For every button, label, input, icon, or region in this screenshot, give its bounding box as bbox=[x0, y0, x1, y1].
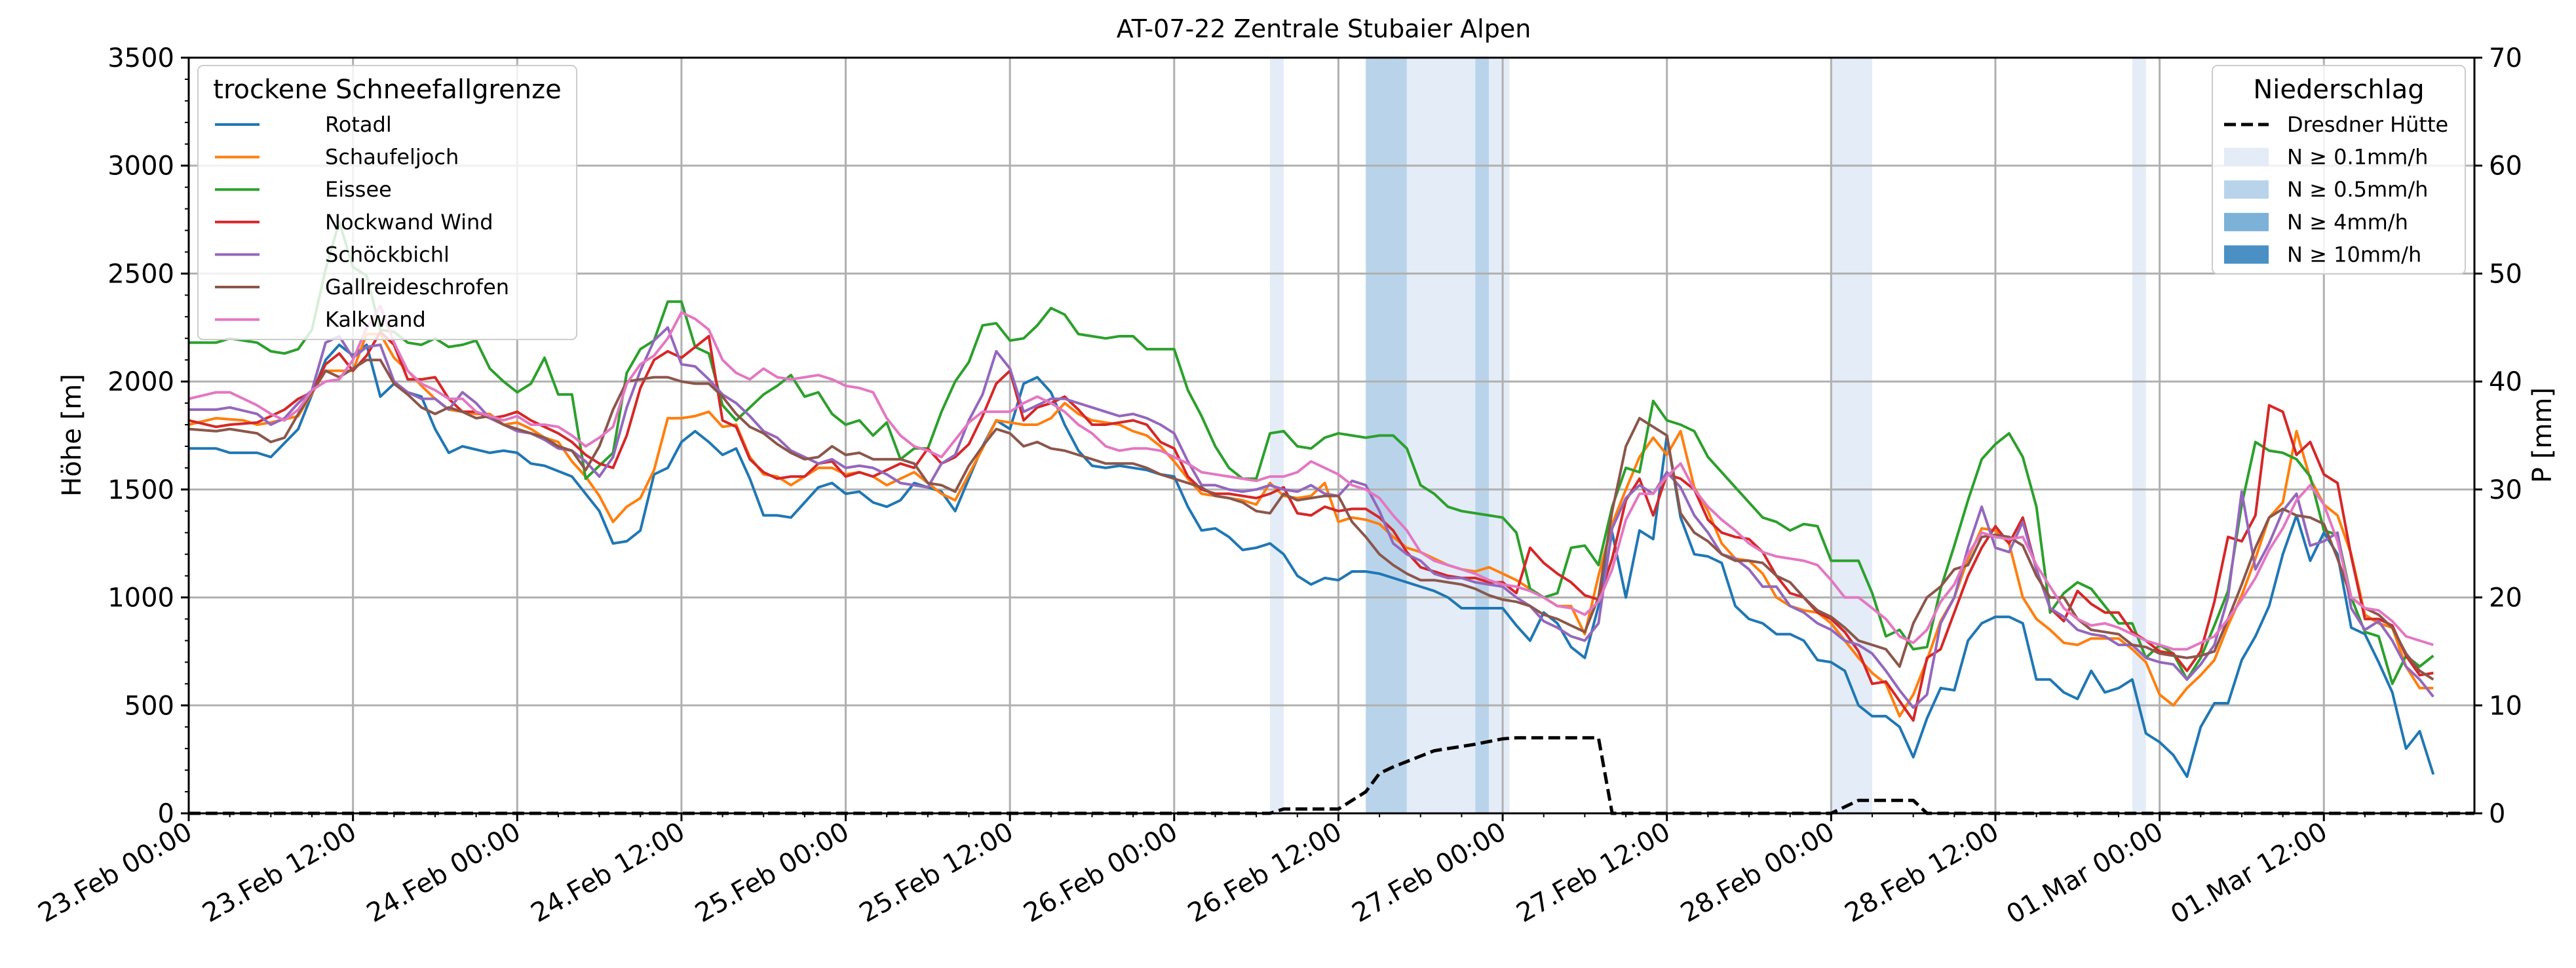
legend2-label-1: N ≥ 0.1mm/h bbox=[2287, 145, 2428, 170]
legend2-swatch-3 bbox=[2224, 212, 2269, 231]
y2-tick-label-3: 30 bbox=[2489, 475, 2522, 505]
y-tick-label-0: 0 bbox=[158, 799, 174, 829]
legend-label-3: Nockwand Wind bbox=[325, 210, 493, 235]
precip-band-0 bbox=[1270, 58, 1284, 813]
y2-tick-label-6: 60 bbox=[2489, 151, 2522, 182]
y-tick-label-1: 500 bbox=[125, 691, 174, 721]
y-axis-right: 0 10 20 30 40 50 60 70 bbox=[2474, 43, 2522, 829]
y-tick-label-5: 2500 bbox=[107, 259, 174, 289]
legend2-label-3: N ≥ 4mm/h bbox=[2287, 210, 2408, 235]
series-line-sch-ckbichl bbox=[189, 326, 2434, 709]
legend-precip-title: Niederschlag bbox=[2253, 75, 2424, 105]
y2-tick-label-5: 50 bbox=[2489, 259, 2522, 289]
legend2-swatch-2 bbox=[2224, 180, 2269, 199]
plot-frame bbox=[187, 56, 2476, 815]
y-tick-label-6: 3000 bbox=[107, 151, 174, 182]
y2-tick-label-4: 40 bbox=[2489, 367, 2522, 397]
y-axis-left: 0 500 1000 1500 2000 2500 3000 3500 bbox=[107, 43, 189, 829]
legend2-swatch-4 bbox=[2224, 245, 2269, 264]
precip-band-4 bbox=[1489, 58, 1510, 813]
legend-snowline-box bbox=[197, 65, 577, 340]
series-line-gallreideschrofen bbox=[188, 358, 2434, 681]
y2-tick-label-2: 20 bbox=[2489, 583, 2522, 613]
legend-snowline: trockene Schneefallgrenze Rotadl Schaufel… bbox=[197, 65, 577, 340]
legend-label-6: Kalkwand bbox=[325, 307, 426, 332]
y-tick-label-7: 3500 bbox=[107, 43, 174, 73]
y-axis-label: Höhe [m] bbox=[57, 374, 87, 496]
precip-band-2 bbox=[1406, 58, 1476, 813]
precip-line bbox=[189, 736, 2474, 815]
y2-axis-label: P [mm] bbox=[2528, 387, 2558, 483]
legend-precip-box bbox=[2212, 65, 2466, 275]
legend-label-4: Schöckbichl bbox=[325, 242, 450, 267]
legend-label-1: Schaufeljoch bbox=[325, 145, 459, 170]
chart-title: AT-07-22 Zentrale Stubaier Alpen bbox=[1117, 14, 1531, 43]
y-tick-label-4: 2000 bbox=[107, 367, 174, 397]
precip-band-3 bbox=[1475, 58, 1490, 813]
precip-band-6 bbox=[2132, 58, 2146, 813]
y2-tick-label-0: 0 bbox=[2489, 799, 2505, 829]
legend2-swatch-1 bbox=[2224, 147, 2269, 166]
series-lines bbox=[188, 220, 2435, 778]
series-line-kalkwand bbox=[188, 304, 2434, 651]
y2-tick-label-7: 70 bbox=[2489, 43, 2522, 73]
series-line-eissee bbox=[189, 220, 2434, 686]
y2-tick-label-1: 10 bbox=[2489, 691, 2522, 721]
y-tick-label-2: 1000 bbox=[107, 583, 174, 613]
legend-label-0: Rotadl bbox=[325, 112, 392, 137]
precip-band-5 bbox=[1831, 58, 1873, 813]
legend-snowline-title: trockene Schneefallgrenze bbox=[213, 75, 561, 105]
legend2-label-2: N ≥ 0.5mm/h bbox=[2287, 177, 2428, 202]
precip-line-dresdner-huette bbox=[189, 736, 2474, 815]
legend-precip: Niederschlag Dresdner Hütte N ≥ 0.1mm/h N … bbox=[2212, 65, 2466, 275]
series-line-rotadl bbox=[189, 343, 2435, 778]
legend-label-2: Eissee bbox=[325, 177, 392, 202]
legend-label-5: Gallreideschrofen bbox=[325, 275, 509, 300]
y-tick-label-3: 1500 bbox=[107, 475, 174, 505]
series-line-nockwand-wind bbox=[188, 330, 2434, 722]
legend2-label-0: Dresdner Hütte bbox=[2287, 112, 2448, 137]
series-line-schaufeljoch bbox=[188, 332, 2434, 718]
legend2-label-4: N ≥ 10mm/h bbox=[2287, 242, 2421, 267]
